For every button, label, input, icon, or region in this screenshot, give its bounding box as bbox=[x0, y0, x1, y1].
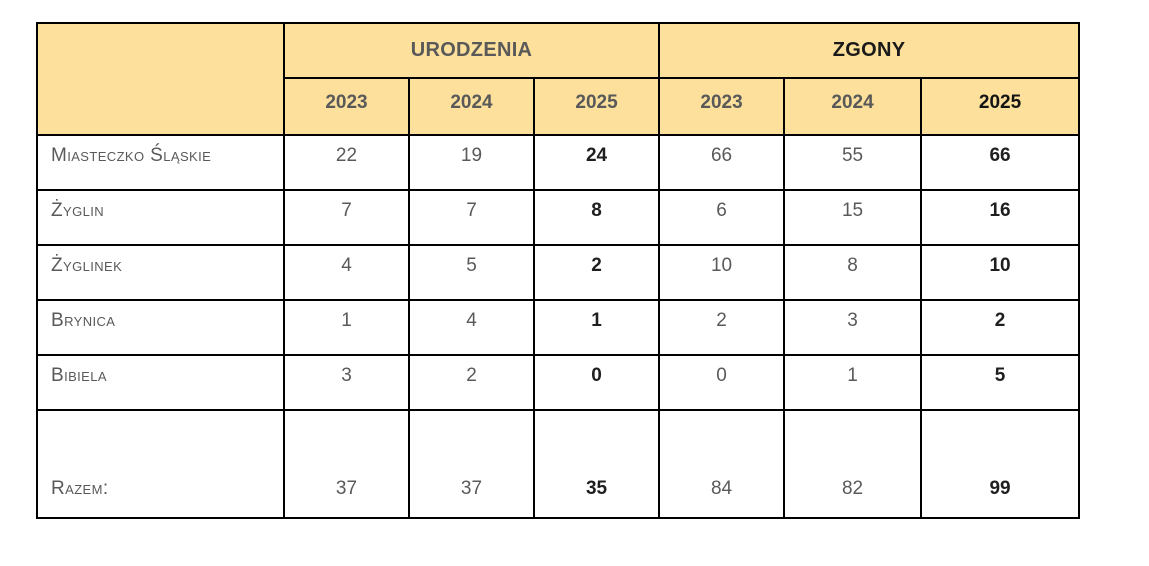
table-cell: 10 bbox=[658, 244, 786, 301]
table-cell: 4 bbox=[283, 244, 410, 301]
table-cell: 8 bbox=[532, 189, 661, 246]
table-cell: 35 bbox=[532, 409, 661, 519]
table-cell: 5 bbox=[920, 354, 1081, 411]
table-cell: 84 bbox=[658, 409, 786, 519]
table-cell: 0 bbox=[532, 354, 661, 411]
header-year-row: 2023 2024 2025 2023 2024 2025 bbox=[37, 77, 1081, 136]
column-group-urodzenia: URODZENIA bbox=[282, 22, 661, 79]
table-cell: 2 bbox=[920, 299, 1081, 356]
column-group-zgony: ZGONY bbox=[658, 22, 1081, 79]
table-cell: 55 bbox=[783, 134, 923, 191]
table-cell: 2 bbox=[658, 299, 786, 356]
table-cell: 22 bbox=[283, 134, 410, 191]
table-cell: 3 bbox=[783, 299, 923, 356]
header-group-row: URODZENIA ZGONY bbox=[36, 22, 1081, 136]
table-cell: 3 bbox=[283, 354, 410, 411]
table-cell: 66 bbox=[658, 134, 786, 191]
year-header-urodzenia-2024: 2024 bbox=[408, 77, 535, 136]
table-cell: 8 bbox=[783, 244, 923, 301]
row-label: Żyglinek bbox=[36, 244, 285, 301]
corner-cell bbox=[36, 22, 285, 136]
table-cell: 66 bbox=[920, 134, 1081, 191]
table-cell: 2 bbox=[532, 244, 661, 301]
table-row: Miasteczko Śląskie 22 19 24 66 55 66 bbox=[36, 134, 1081, 191]
table-cell: 10 bbox=[920, 244, 1081, 301]
table-row: Brynica 1 4 1 2 3 2 bbox=[36, 299, 1081, 356]
row-label: Żyglin bbox=[36, 189, 285, 246]
births-deaths-table: URODZENIA ZGONY 2023 2024 2025 2023 2024… bbox=[36, 22, 1081, 519]
year-header-urodzenia-2023: 2023 bbox=[283, 77, 410, 136]
table-cell: 15 bbox=[783, 189, 923, 246]
table-cell: 82 bbox=[783, 409, 923, 519]
table-cell: 19 bbox=[408, 134, 535, 191]
table-row-total: Razem: 37 37 35 84 82 99 bbox=[36, 409, 1081, 519]
year-header-zgony-2023: 2023 bbox=[658, 77, 786, 136]
table-cell: 7 bbox=[283, 189, 410, 246]
table-cell: 5 bbox=[408, 244, 535, 301]
row-label-total: Razem: bbox=[36, 409, 285, 519]
table-cell: 7 bbox=[408, 189, 535, 246]
table-cell: 6 bbox=[658, 189, 786, 246]
table-cell: 99 bbox=[920, 409, 1081, 519]
table-row: Żyglin 7 7 8 6 15 16 bbox=[36, 189, 1081, 246]
row-label: Brynica bbox=[36, 299, 285, 356]
table-cell: 1 bbox=[532, 299, 661, 356]
table-cell: 24 bbox=[532, 134, 661, 191]
table-cell: 37 bbox=[283, 409, 410, 519]
row-label: Miasteczko Śląskie bbox=[36, 134, 285, 191]
row-label: Bibiela bbox=[36, 354, 285, 411]
table-cell: 0 bbox=[658, 354, 786, 411]
table-cell: 1 bbox=[783, 354, 923, 411]
table-cell: 2 bbox=[408, 354, 535, 411]
year-header-zgony-2025: 2025 bbox=[920, 77, 1081, 136]
table-cell: 1 bbox=[283, 299, 410, 356]
year-header-zgony-2024: 2024 bbox=[783, 77, 923, 136]
table-cell: 16 bbox=[920, 189, 1081, 246]
table-row: Bibiela 3 2 0 0 1 5 bbox=[36, 354, 1081, 411]
table-cell: 4 bbox=[408, 299, 535, 356]
year-header-urodzenia-2025: 2025 bbox=[532, 77, 661, 136]
table-cell: 37 bbox=[408, 409, 535, 519]
table-row: Żyglinek 4 5 2 10 8 10 bbox=[36, 244, 1081, 301]
